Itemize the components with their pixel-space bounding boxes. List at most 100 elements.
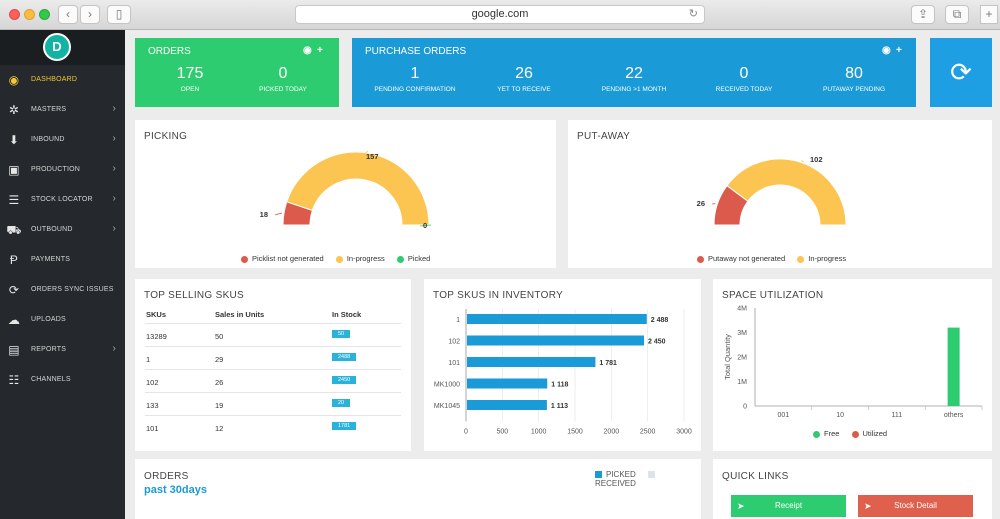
stock-badge: 2488 [332, 353, 357, 361]
po-pending-confirmation-stat[interactable]: 1 PENDING CONFIRMATION [370, 65, 460, 93]
sku-cell: 13289 [146, 332, 167, 341]
stat-value: 26 [515, 65, 533, 82]
legend-item[interactable]: RECEIVED [595, 470, 659, 488]
sidebar-item-dashboard[interactable]: ◉ DASHBOARD [0, 65, 125, 95]
refresh-button[interactable]: ⟳ [930, 38, 992, 107]
table-row[interactable]: 102 26 2450 [145, 369, 401, 392]
column-header-skus[interactable]: SKUs [146, 310, 167, 319]
putaway-gauge-chart: 26 102 [697, 155, 847, 226]
legend-item[interactable]: In-progress [335, 254, 385, 263]
outbound-icon: ⛟ [6, 223, 22, 237]
column-header-sales[interactable]: Sales in Units [215, 310, 265, 319]
bar[interactable] [467, 335, 645, 346]
legend-label: Picked [407, 254, 431, 263]
add-icon[interactable]: + [317, 45, 323, 56]
sidebar-item-label: ORDERS SYNC ISSUES [31, 286, 114, 293]
orders-picked-today-stat[interactable]: 0 PICKED TODAY [253, 65, 313, 93]
eye-icon[interactable]: ◉ [303, 45, 312, 56]
po-yet-to-receive-stat[interactable]: 26 YET TO RECEIVE [484, 65, 564, 93]
legend-item[interactable]: Putaway not generated [697, 254, 785, 263]
legend-item[interactable]: Picklist not generated [241, 254, 324, 263]
legend-item[interactable]: Free [813, 429, 839, 438]
sidebar-item-orders-sync-issues[interactable]: ⟳ ORDERS SYNC ISSUES [0, 275, 125, 305]
po-putaway-pending-stat[interactable]: 80 PUTAWAY PENDING [814, 65, 894, 93]
masters-icon: ✲ [8, 103, 20, 117]
stat-label: OPEN [180, 86, 200, 93]
bar-free[interactable] [947, 327, 960, 406]
bar[interactable] [467, 357, 596, 367]
back-icon[interactable]: ‹ [58, 5, 78, 24]
space-title: SPACE UTILIZATION [722, 290, 824, 301]
sidebar-item-uploads[interactable]: ☁ UPLOADS [0, 305, 125, 335]
chevron-right-icon: › [112, 343, 116, 354]
table-row[interactable]: 1 29 2488 [145, 346, 401, 369]
reload-icon[interactable]: ↻ [688, 8, 698, 20]
orders30-title: ORDERS [144, 471, 189, 482]
sidebar-item-stock-locator[interactable]: ☰ STOCK LOCATOR › [0, 185, 125, 215]
purchase-orders-card: PURCHASE ORDERS ◉ + 1 PENDING CONFIRMATI… [352, 38, 916, 107]
legend-label: RECEIVED [595, 479, 636, 488]
sidebar-item-label: REPORTS [31, 346, 67, 353]
legend-item[interactable]: Utilized [851, 429, 888, 438]
new-tab-icon[interactable]: + [980, 5, 998, 24]
x-tick-label: 2500 [640, 429, 656, 436]
x-tick-label: 3000 [676, 429, 692, 436]
logo[interactable]: D [43, 33, 71, 61]
po-pending-month-stat[interactable]: 22 PENDING >1 MONTH [594, 65, 674, 93]
x-tick-label: 111 [892, 412, 903, 419]
table-row[interactable]: 101 12 1781 [145, 415, 401, 438]
sidebar-item-inbound[interactable]: ⬇ INBOUND › [0, 125, 125, 155]
orders-open-stat[interactable]: 175 OPEN [165, 65, 215, 93]
purchase-orders-title: PURCHASE ORDERS [365, 46, 467, 57]
stock-badge: 2450 [332, 376, 357, 384]
putaway-title: PUT-AWAY [577, 131, 631, 142]
gauge-slice[interactable] [726, 158, 847, 226]
sidebar-item-channels[interactable]: ☷ CHANNELS [0, 365, 125, 395]
url-bar[interactable]: google.com ↻ [295, 5, 705, 24]
space-utilization-card: SPACE UTILIZATION 0 1M 2M 3M 4M Total Quantit… [713, 279, 992, 451]
sidebar-toggle-icon[interactable]: ▯ [107, 5, 131, 24]
legend-label: PICKED [606, 470, 636, 479]
sidebar-item-outbound[interactable]: ⛟ OUTBOUND › [0, 215, 125, 245]
eye-icon[interactable]: ◉ [882, 45, 891, 56]
close-window-button[interactable] [9, 9, 20, 20]
x-tick-label: 10 [836, 412, 844, 419]
legend-item[interactable]: PICKED [595, 470, 636, 479]
sidebar-item-label: MASTERS [31, 106, 67, 113]
gauge-label-connector [274, 212, 283, 216]
receipt-button[interactable]: ➤ Receipt [731, 495, 846, 517]
stock-locator-icon: ☰ [8, 193, 20, 207]
add-icon[interactable]: + [896, 45, 902, 56]
maximize-window-button[interactable] [39, 9, 50, 20]
gauge-slice[interactable] [286, 151, 430, 226]
table-row[interactable]: 13289 50 50 [145, 323, 401, 346]
sidebar-item-production[interactable]: ▣ PRODUCTION › [0, 155, 125, 185]
bar[interactable] [467, 400, 547, 410]
share-icon[interactable]: ⇪ [911, 5, 935, 24]
sidebar-item-payments[interactable]: Ᵽ PAYMENTS [0, 245, 125, 275]
table-row[interactable]: 133 19 20 [145, 392, 401, 415]
bar[interactable] [467, 314, 647, 324]
stock-detail-button[interactable]: ➤ Stock Detail [858, 495, 973, 517]
x-tick-label: 2000 [604, 429, 620, 436]
sidebar: D ◉ DASHBOARD ✲ MASTERS › ⬇ INBOUND › ▣ PRODUCTIO… [0, 30, 125, 519]
bar[interactable] [467, 378, 548, 389]
legend-item[interactable]: Picked [396, 254, 431, 263]
column-header-stock[interactable]: In Stock [332, 310, 362, 319]
top-skus-inventory-card: TOP SKUS IN INVENTORY 0 500 1000 1500 2000 25… [424, 279, 701, 451]
sidebar-item-reports[interactable]: ▤ REPORTS › [0, 335, 125, 365]
stat-label: PENDING >1 MONTH [601, 86, 667, 93]
minimize-window-button[interactable] [24, 9, 35, 20]
chevron-right-icon: › [112, 223, 116, 234]
po-received-today-stat[interactable]: 0 RECEIVED TODAY [704, 65, 784, 93]
sidebar-item-masters[interactable]: ✲ MASTERS › [0, 95, 125, 125]
stat-value: 1 [410, 65, 420, 82]
bar-data-label: 2 488 [651, 317, 669, 324]
tabs-icon[interactable]: ⧉ [945, 5, 969, 24]
y-tick-label: 101 [448, 360, 460, 367]
refresh-icon: ⟳ [950, 57, 972, 87]
legend-item[interactable]: In-progress [797, 254, 846, 263]
legend-label: Utilized [862, 429, 888, 438]
forward-icon[interactable]: › [80, 5, 100, 24]
gauge-value-label: 157 [366, 152, 379, 161]
